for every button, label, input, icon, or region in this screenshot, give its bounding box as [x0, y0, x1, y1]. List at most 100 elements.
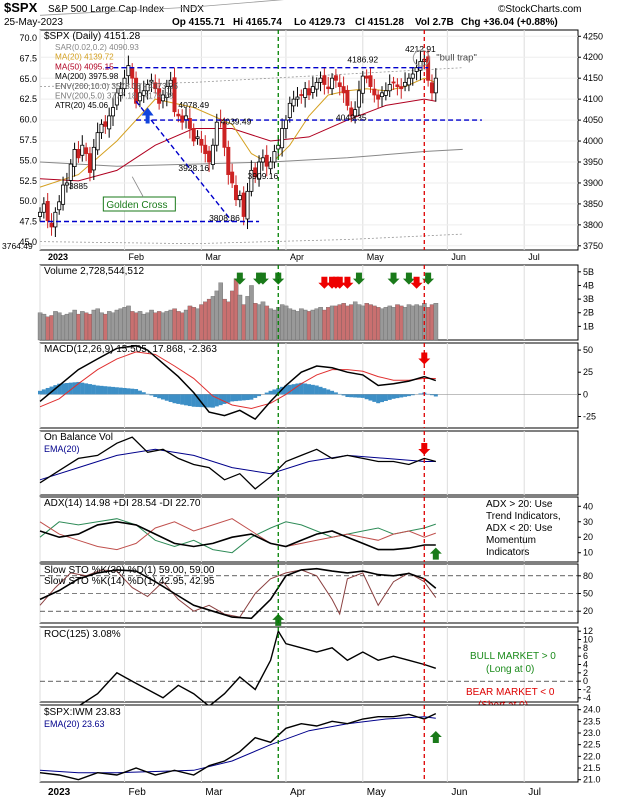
bottom-month-label: Apr: [290, 787, 306, 798]
macd-axis-tick-label: 50: [583, 345, 593, 355]
candle-body: [346, 90, 349, 105]
price-axis-tick-label: 4250: [583, 31, 603, 41]
volume-bar: [88, 314, 92, 340]
macd-histogram-bar: [161, 394, 165, 399]
macd-histogram-bar: [61, 383, 65, 394]
roc-axis-tick-label: 12: [583, 626, 593, 636]
macd-histogram-bar: [372, 394, 376, 402]
macd-histogram-bar: [253, 394, 257, 398]
price-label: 4039.49: [221, 116, 252, 126]
candle-body: [377, 95, 380, 99]
macd-histogram-bar: [215, 394, 219, 406]
atr-axis-tick-label: 62.5: [19, 94, 37, 104]
candle-body: [207, 151, 210, 162]
volume-bar: [311, 310, 315, 340]
candle-body: [284, 120, 287, 128]
sto-axis-tick-label: 80: [583, 571, 593, 581]
candle-body: [85, 148, 88, 154]
candle-body: [330, 78, 333, 88]
candle-body: [38, 212, 41, 216]
macd-histogram-bar: [403, 394, 407, 396]
candle-body: [111, 108, 114, 116]
golden-cross-label: Golden Cross: [106, 200, 167, 211]
price-label: 4078.49: [178, 100, 209, 110]
volume-bar: [253, 303, 257, 340]
candle-body: [200, 139, 203, 145]
macd-histogram-bar: [342, 394, 346, 395]
macd-histogram-bar: [234, 394, 238, 401]
volume-bar: [249, 285, 253, 340]
volume-bar: [334, 306, 338, 340]
sto39-title: Slow STO %K(39) %D(1) 59.00, 59.00: [44, 565, 215, 576]
price-label: 3808.86: [209, 213, 240, 223]
volume-bar: [430, 305, 434, 340]
volume-bar: [357, 305, 361, 340]
roc-bull-note-sub: (Long at 0): [486, 664, 534, 675]
price-month-label: Feb: [129, 252, 145, 262]
candle-body: [265, 155, 268, 166]
candle-body: [304, 89, 307, 98]
candle-body: [388, 84, 391, 90]
volume-bar: [280, 305, 284, 340]
volume-axis-tick-label: 3B: [583, 294, 594, 304]
volume-bar: [269, 309, 273, 340]
candle-body: [104, 122, 107, 127]
candle-body: [373, 89, 376, 95]
ratio-axis-tick-label: 22.5: [583, 740, 601, 750]
macd-histogram-bar: [207, 394, 211, 407]
macd-histogram-bar: [399, 394, 403, 397]
price-axis-tick-label: 3750: [583, 241, 603, 251]
macd-histogram-bar: [134, 389, 138, 394]
price-label: 4049.35: [336, 112, 367, 122]
bottom-month-label: 2023: [48, 787, 71, 798]
adx-note: ADX > 20: Use: [486, 499, 553, 510]
macd-histogram-bar: [418, 393, 422, 394]
volume-bar: [261, 302, 265, 340]
macd-histogram-bar: [146, 394, 150, 395]
header-high: Hi 4165.74: [233, 17, 282, 28]
volume-bar: [284, 306, 288, 340]
bottom-month-label: Mar: [205, 787, 223, 798]
candle-body: [411, 74, 414, 78]
candle-body: [357, 91, 360, 107]
candle-body: [234, 185, 237, 199]
macd-histogram-bar: [165, 394, 169, 400]
volume-bar: [307, 311, 311, 340]
macd-histogram-bar: [322, 388, 326, 394]
volume-bar: [299, 309, 303, 340]
adx-note: ADX < 20: Use: [486, 523, 553, 534]
candle-body: [196, 137, 199, 139]
volume-bar: [238, 295, 242, 340]
volume-bar: [326, 307, 330, 340]
atr-axis-tick-label: 52.5: [19, 176, 37, 186]
volume-bar: [399, 306, 403, 340]
macd-histogram-bar: [157, 394, 161, 398]
candle-body: [400, 87, 403, 89]
macd-histogram-bar: [184, 394, 188, 405]
candle-body: [288, 103, 291, 117]
ratio-axis-tick-label: 21.5: [583, 763, 601, 773]
price-month-label: Mar: [205, 252, 221, 262]
volume-bar: [53, 311, 57, 340]
price-legend-item: ENV(200,5.0) 3777.18 - 4174.78: [55, 92, 174, 101]
volume-bar: [353, 302, 357, 340]
candle-body: [269, 162, 272, 169]
adx-note: Trend Indicators,: [486, 511, 561, 522]
candle-body: [184, 116, 187, 120]
volume-axis-tick-label: 4B: [583, 280, 594, 290]
volume-bar: [434, 303, 438, 340]
candle-body: [192, 128, 195, 141]
candle-body: [238, 196, 241, 200]
volume-bar: [119, 309, 123, 340]
ratio-axis-tick-label: 24.0: [583, 705, 601, 715]
price-month-label: 2023: [48, 252, 68, 262]
macd-histogram-bar: [246, 394, 250, 400]
volume-bar: [61, 315, 65, 340]
candle-body: [369, 76, 372, 87]
candle-body: [100, 124, 103, 132]
volume-bar: [126, 306, 130, 340]
volume-axis-tick-label: 1B: [583, 321, 594, 331]
header-change: Chg +36.04 (+0.88%): [461, 17, 558, 28]
volume-bar: [65, 314, 69, 340]
